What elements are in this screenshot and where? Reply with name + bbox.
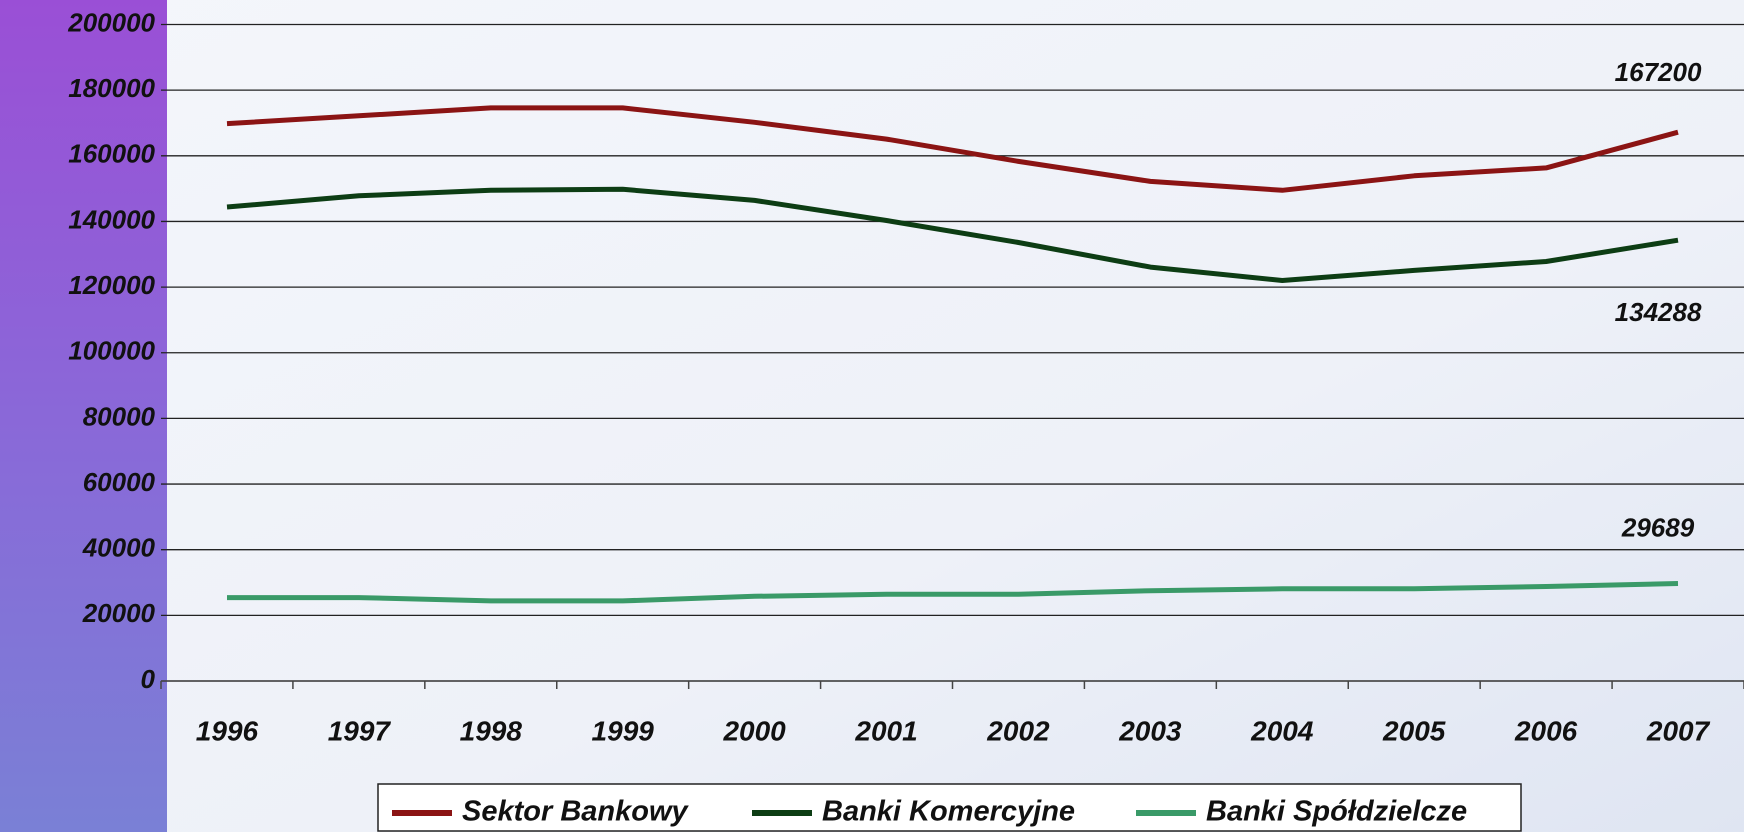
y-tick-label: 40000 xyxy=(82,533,156,563)
y-tick-label: 140000 xyxy=(68,204,155,234)
x-tick-label: 1997 xyxy=(328,715,392,746)
y-tick-label: 100000 xyxy=(68,336,155,366)
x-tick-label: 2001 xyxy=(854,715,917,746)
legend-label: Banki Komercyjne xyxy=(822,796,1075,828)
series-line xyxy=(226,105,1679,193)
x-tick-label: 1996 xyxy=(196,715,259,746)
side-strip xyxy=(0,0,167,832)
x-tick-label: 2007 xyxy=(1646,715,1711,746)
legend-label: Sektor Bankowy xyxy=(462,796,689,828)
x-tick-label: 2006 xyxy=(1514,715,1578,746)
y-tick-label: 120000 xyxy=(68,270,155,300)
x-tick-label: 2002 xyxy=(986,715,1050,746)
x-tick-label: 2003 xyxy=(1118,715,1182,746)
data-label: 134288 xyxy=(1615,297,1702,327)
y-tick-label: 60000 xyxy=(83,467,156,497)
y-tick-label: 20000 xyxy=(82,598,156,628)
x-tick-label: 2004 xyxy=(1250,715,1314,746)
data-label: 29689 xyxy=(1621,512,1695,542)
x-tick-label: 2000 xyxy=(722,715,786,746)
x-tick-label: 1998 xyxy=(460,715,523,746)
series-line xyxy=(227,581,1679,604)
y-tick-label: 80000 xyxy=(83,401,156,431)
y-tick-label: 160000 xyxy=(68,139,155,169)
y-tick-label: 0 xyxy=(141,664,156,694)
data-label: 167200 xyxy=(1615,57,1702,87)
legend-label: Banki Spółdzielcze xyxy=(1206,796,1467,828)
series-line xyxy=(226,186,1679,283)
y-tick-label: 200000 xyxy=(67,7,155,37)
x-tick-label: 2005 xyxy=(1382,715,1446,746)
legend-box xyxy=(377,783,1522,832)
y-tick-label: 180000 xyxy=(68,73,155,103)
x-tick-label: 1999 xyxy=(592,715,655,746)
